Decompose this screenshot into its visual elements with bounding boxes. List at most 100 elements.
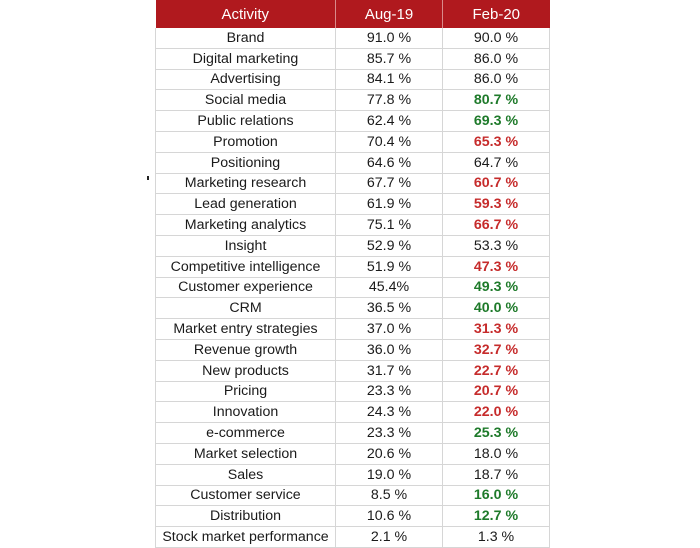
activity-cell: New products bbox=[155, 360, 336, 382]
activity-cell: Market entry strategies bbox=[155, 318, 336, 340]
aug-19-value: 37.0 % bbox=[335, 318, 443, 340]
aug-19-value: 64.6 % bbox=[335, 152, 443, 174]
feb-20-value: 12.7 % bbox=[442, 505, 550, 528]
feb-20-value: 18.0 % bbox=[442, 443, 550, 465]
aug-19-value: 70.4 % bbox=[335, 131, 443, 153]
feb-20-value: 18.7 % bbox=[442, 464, 550, 486]
table-row: Pricing 23.3 % 20.7 % bbox=[155, 381, 550, 403]
activity-cell: Positioning bbox=[155, 152, 336, 174]
table-row: Innovation 24.3 % 22.0 % bbox=[155, 401, 550, 424]
table-row: CRM 36.5 % 40.0 % bbox=[155, 297, 550, 320]
feb-20-value: 40.0 % bbox=[442, 297, 550, 320]
activity-cell: Pricing bbox=[155, 381, 336, 403]
activity-cell: Customer experience bbox=[155, 277, 336, 299]
feb-20-value: 32.7 % bbox=[442, 339, 550, 361]
activity-cell: Public relations bbox=[155, 110, 336, 132]
aug-19-value: 67.7 % bbox=[335, 173, 443, 195]
table-row: Market entry strategies 37.0 % 31.3 % bbox=[155, 318, 550, 340]
feb-20-value: 22.0 % bbox=[442, 401, 550, 424]
feb-20-value: 53.3 % bbox=[442, 235, 550, 257]
table-row: Lead generation 61.9 % 59.3 % bbox=[155, 193, 550, 216]
table-row: New products 31.7 % 22.7 % bbox=[155, 360, 550, 382]
activity-cell: e-commerce bbox=[155, 422, 336, 444]
table-body: Brand 91.0 % 90.0 % Digital marketing 85.7 %… bbox=[155, 28, 550, 548]
activity-cell: Stock market performance bbox=[155, 526, 336, 548]
aug-19-value: 23.3 % bbox=[335, 381, 443, 403]
header-aug-19: Aug-19 bbox=[335, 0, 443, 28]
table-row: Sales 19.0 % 18.7 % bbox=[155, 464, 550, 486]
feb-20-value: 59.3 % bbox=[442, 193, 550, 216]
aug-19-value: 10.6 % bbox=[335, 505, 443, 528]
aug-19-value: 8.5 % bbox=[335, 485, 443, 507]
activity-cell: Digital marketing bbox=[155, 48, 336, 70]
activity-cell: Sales bbox=[155, 464, 336, 486]
table-row: Marketing research 67.7 % 60.7 % bbox=[155, 173, 550, 195]
table-row: Distribution 10.6 % 12.7 % bbox=[155, 505, 550, 528]
table-row: Market selection 20.6 % 18.0 % bbox=[155, 443, 550, 465]
table-row: Stock market performance 2.1 % 1.3 % bbox=[155, 526, 550, 548]
table-row: Revenue growth 36.0 % 32.7 % bbox=[155, 339, 550, 361]
aug-19-value: 51.9 % bbox=[335, 256, 443, 278]
feb-20-value: 86.0 % bbox=[442, 69, 550, 91]
table-row: Digital marketing 85.7 % 86.0 % bbox=[155, 48, 550, 70]
feb-20-value: 66.7 % bbox=[442, 214, 550, 236]
header-row: Activity Aug-19 Feb-20 bbox=[155, 0, 550, 28]
activity-cell: Promotion bbox=[155, 131, 336, 153]
aug-19-value: 2.1 % bbox=[335, 526, 443, 548]
feb-20-value: 49.3 % bbox=[442, 277, 550, 299]
feb-20-value: 16.0 % bbox=[442, 485, 550, 507]
aug-19-value: 19.0 % bbox=[335, 464, 443, 486]
aug-19-value: 36.0 % bbox=[335, 339, 443, 361]
activity-cell: Lead generation bbox=[155, 193, 336, 216]
table-row: Advertising 84.1 % 86.0 % bbox=[155, 69, 550, 91]
header-activity: Activity bbox=[155, 0, 336, 28]
aug-19-value: 91.0 % bbox=[335, 28, 443, 49]
feb-20-value: 86.0 % bbox=[442, 48, 550, 70]
table-row: e-commerce 23.3 % 25.3 % bbox=[155, 422, 550, 444]
activity-cell: Brand bbox=[155, 28, 336, 49]
aug-19-value: 61.9 % bbox=[335, 193, 443, 216]
activity-cell: Revenue growth bbox=[155, 339, 336, 361]
aug-19-value: 31.7 % bbox=[335, 360, 443, 382]
activity-cell: Customer service bbox=[155, 485, 336, 507]
aug-19-value: 23.3 % bbox=[335, 422, 443, 444]
feb-20-value: 31.3 % bbox=[442, 318, 550, 340]
feb-20-value: 64.7 % bbox=[442, 152, 550, 174]
aug-19-value: 85.7 % bbox=[335, 48, 443, 70]
feb-20-value: 47.3 % bbox=[442, 256, 550, 278]
activity-cell: Advertising bbox=[155, 69, 336, 91]
activity-cell: Marketing research bbox=[155, 173, 336, 195]
feb-20-value: 60.7 % bbox=[442, 173, 550, 195]
aug-19-value: 24.3 % bbox=[335, 401, 443, 424]
aug-19-value: 20.6 % bbox=[335, 443, 443, 465]
activity-cell: Competitive intelligence bbox=[155, 256, 336, 278]
aug-19-value: 36.5 % bbox=[335, 297, 443, 320]
feb-20-value: 69.3 % bbox=[442, 110, 550, 132]
activity-cell: Distribution bbox=[155, 505, 336, 528]
feb-20-value: 20.7 % bbox=[442, 381, 550, 403]
feb-20-value: 1.3 % bbox=[442, 526, 550, 548]
table-row: Brand 91.0 % 90.0 % bbox=[155, 28, 550, 49]
feb-20-value: 25.3 % bbox=[442, 422, 550, 444]
table-row: Positioning 64.6 % 64.7 % bbox=[155, 152, 550, 174]
aug-19-value: 84.1 % bbox=[335, 69, 443, 91]
activity-table: Activity Aug-19 Feb-20 Brand 91.0 % 90.0 %… bbox=[155, 0, 550, 548]
table-row: Public relations 62.4 % 69.3 % bbox=[155, 110, 550, 132]
aug-19-value: 45.4% bbox=[335, 277, 443, 299]
feb-20-value: 22.7 % bbox=[442, 360, 550, 382]
aug-19-value: 77.8 % bbox=[335, 89, 443, 112]
activity-cell: Social media bbox=[155, 89, 336, 112]
table-row: Social media 77.8 % 80.7 % bbox=[155, 89, 550, 112]
aug-19-value: 52.9 % bbox=[335, 235, 443, 257]
table-row: Promotion 70.4 % 65.3 % bbox=[155, 131, 550, 153]
activity-cell: Insight bbox=[155, 235, 336, 257]
feb-20-value: 90.0 % bbox=[442, 28, 550, 49]
activity-cell: CRM bbox=[155, 297, 336, 320]
table-row: Customer service 8.5 % 16.0 % bbox=[155, 485, 550, 507]
activity-cell: Market selection bbox=[155, 443, 336, 465]
table-row: Insight 52.9 % 53.3 % bbox=[155, 235, 550, 257]
activity-cell: Innovation bbox=[155, 401, 336, 424]
aug-19-value: 75.1 % bbox=[335, 214, 443, 236]
table-row: Competitive intelligence 51.9 % 47.3 % bbox=[155, 256, 550, 278]
stray-mark bbox=[147, 176, 149, 180]
